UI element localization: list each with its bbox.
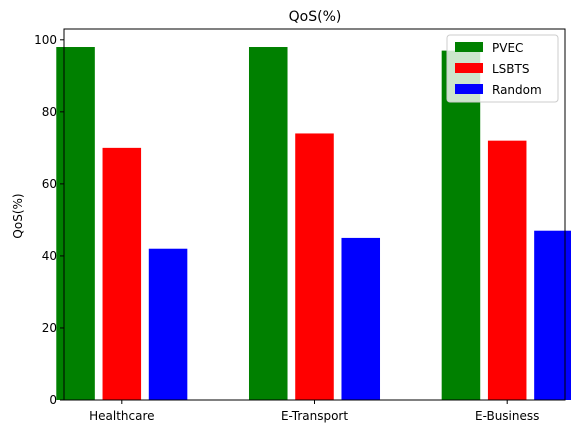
- y-tick-label: 80: [42, 105, 57, 119]
- bar-lsbts-e-business: [487, 140, 527, 400]
- x-tick-label: Healthcare: [89, 409, 154, 423]
- bars-layer: [56, 47, 571, 401]
- bar-pvec-healthcare: [56, 47, 95, 401]
- y-tick-label: 0: [49, 393, 57, 407]
- y-tick-label: 100: [34, 33, 57, 47]
- legend-label-pvec: PVEC: [492, 41, 523, 55]
- y-axis-label: QoS(%): [11, 193, 25, 238]
- x-tick-label: E-Transport: [281, 409, 348, 423]
- bar-random-e-transport: [341, 237, 381, 400]
- legend-swatch-random: [455, 84, 483, 94]
- legend-label-lsbts: LSBTS: [492, 62, 529, 76]
- legend-swatch-pvec: [455, 42, 483, 52]
- bar-lsbts-healthcare: [102, 147, 142, 400]
- legend-label-random: Random: [492, 83, 542, 97]
- x-axis-ticks: Healthcare E-Transport E-Business: [89, 400, 539, 423]
- plot-frame: [63, 28, 566, 401]
- y-axis-ticks: 0 20 40 60 80 100: [34, 33, 64, 407]
- bar-pvec-e-transport: [248, 47, 288, 401]
- y-tick-label: 60: [42, 177, 57, 191]
- y-tick-label: 20: [42, 321, 57, 335]
- bar-lsbts-e-transport: [295, 133, 334, 401]
- x-tick-label: E-Business: [475, 409, 539, 423]
- legend-swatch-lsbts: [455, 63, 483, 73]
- chart-title: QoS(%): [289, 9, 342, 25]
- bar-random-healthcare: [148, 248, 188, 400]
- legend: PVEC LSBTS Random: [446, 34, 559, 103]
- y-tick-label: 40: [42, 249, 57, 263]
- bar-pvec-e-business: [441, 50, 481, 401]
